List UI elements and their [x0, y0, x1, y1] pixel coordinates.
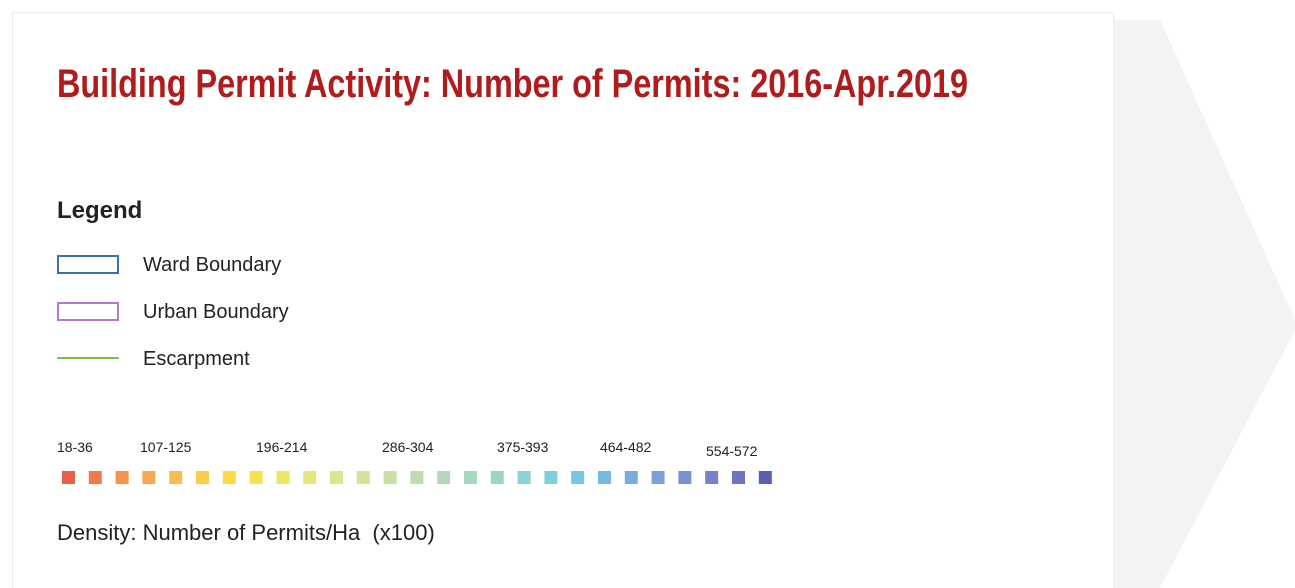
scale-swatch — [62, 471, 75, 484]
scale-swatch — [196, 471, 209, 484]
legend-symbol — [57, 255, 119, 274]
scale-swatch — [624, 471, 638, 484]
scale-swatch — [464, 471, 477, 484]
scale-swatch — [705, 471, 719, 484]
scale-swatch — [410, 471, 424, 484]
legend-symbol — [57, 302, 119, 321]
legend-label: Escarpment — [143, 348, 250, 370]
scale-swatch — [517, 471, 531, 484]
scale-swatch — [544, 471, 558, 484]
scale-label: 375-393 — [497, 439, 549, 455]
side-arrow — [1113, 20, 1295, 588]
legend-heading: Legend — [57, 197, 142, 224]
scale-swatch — [169, 471, 183, 484]
scale-swatch — [383, 471, 397, 484]
scale-swatch — [249, 471, 263, 484]
legend-label: Ward Boundary — [143, 254, 281, 276]
scale-swatch — [115, 471, 129, 484]
legend-label: Urban Boundary — [143, 301, 289, 323]
scale-swatch — [571, 471, 585, 484]
scale-swatch — [758, 471, 772, 484]
scale-label: 107-125 — [140, 439, 192, 455]
scale-label: 196-214 — [256, 439, 308, 455]
scale-swatch — [222, 471, 236, 484]
scale-swatch — [142, 471, 156, 484]
card — [12, 12, 1114, 588]
scale-swatch — [330, 471, 343, 484]
scale-label: 554-572 — [706, 443, 758, 459]
scale-swatch — [598, 471, 611, 484]
scale-swatch — [437, 471, 451, 484]
density-caption: Density: Number of Permits/Ha (x100) — [57, 520, 435, 545]
scale-swatch — [678, 471, 692, 484]
scale-swatch — [276, 471, 290, 484]
scale-label: 286-304 — [382, 439, 434, 455]
scale-label: 464-482 — [600, 439, 652, 455]
scale-swatch — [490, 471, 504, 484]
title: Building Permit Activity: Number of Perm… — [57, 61, 968, 106]
scale-label: 18-36 — [57, 439, 93, 455]
scale-swatch — [732, 471, 745, 484]
scale-swatch — [356, 471, 370, 484]
scale-swatch — [651, 471, 665, 484]
scale-swatch — [88, 471, 102, 484]
scale-swatch — [303, 471, 317, 484]
